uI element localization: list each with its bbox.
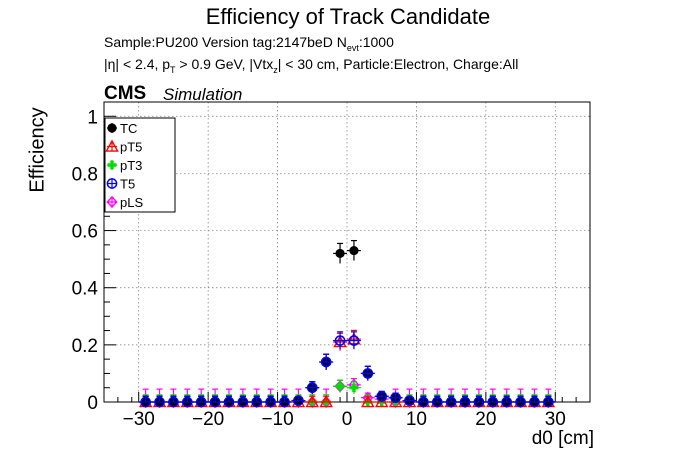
data-point bbox=[168, 396, 179, 408]
data-point bbox=[319, 394, 333, 408]
data-point bbox=[305, 394, 320, 408]
subtitle-nevt-value: :1000 bbox=[358, 34, 394, 50]
data-point bbox=[237, 396, 249, 408]
y-tick-label: 0.6 bbox=[72, 222, 98, 243]
data-point bbox=[348, 335, 360, 346]
data-point bbox=[487, 396, 499, 408]
x-tick-label: −10 bbox=[261, 409, 293, 430]
cms-label: CMS bbox=[104, 83, 147, 104]
data-point bbox=[459, 396, 471, 408]
data-point bbox=[223, 396, 235, 408]
data-point bbox=[404, 395, 415, 406]
data-point bbox=[320, 356, 332, 368]
subtitle-vtx: > 0.9 GeV, |Vtx bbox=[175, 56, 274, 72]
legend-marker bbox=[106, 178, 118, 189]
data-point bbox=[265, 396, 276, 408]
legend-label: pLS bbox=[120, 195, 143, 210]
x-tick-label: −30 bbox=[123, 409, 155, 430]
data-point bbox=[362, 368, 374, 379]
chart-title: Efficiency of Track Candidate bbox=[205, 4, 491, 29]
subtitle-particle: | < 30 cm, Particle:Electron, Charge:All bbox=[277, 56, 519, 72]
data-point bbox=[515, 396, 526, 408]
data-point bbox=[473, 396, 485, 408]
x-tick-label: −20 bbox=[192, 409, 224, 430]
data-point bbox=[445, 396, 457, 408]
series-t5 bbox=[138, 331, 556, 408]
data-point bbox=[181, 396, 193, 408]
data-point bbox=[418, 396, 429, 408]
data-point bbox=[335, 248, 345, 259]
y-tick-label: 0.2 bbox=[72, 336, 98, 357]
subtitle-pt-subscript: T bbox=[170, 64, 176, 75]
y-tick-label: 0.4 bbox=[72, 279, 99, 300]
data-point bbox=[349, 383, 359, 393]
data-point bbox=[251, 396, 263, 408]
data-point bbox=[306, 382, 318, 394]
subtitle-nevt-subscript: evt bbox=[346, 42, 359, 53]
y-tick-label: 0 bbox=[87, 393, 98, 414]
legend-marker bbox=[107, 123, 117, 133]
subtitle-vtx-subscript: z bbox=[273, 64, 278, 75]
data-point bbox=[529, 396, 540, 408]
legend: TC pT5 pT3 T5 pLS bbox=[104, 117, 176, 213]
data-point bbox=[279, 396, 290, 408]
data-point bbox=[431, 396, 443, 408]
data-point bbox=[140, 396, 152, 408]
x-tick-label: 10 bbox=[406, 409, 427, 430]
data-point bbox=[335, 381, 345, 391]
data-point bbox=[374, 394, 389, 408]
subtitle-eta-pt: |η| < 2.4, p bbox=[104, 56, 171, 72]
subtitle-sample: Sample:PU200 Version tag:2147beD N bbox=[104, 34, 347, 50]
legend-label: T5 bbox=[120, 177, 135, 192]
legend-label: pT5 bbox=[120, 140, 142, 155]
x-tick-label: 30 bbox=[545, 409, 566, 430]
data-point bbox=[361, 394, 375, 408]
data-point bbox=[501, 396, 513, 408]
legend-label: pT3 bbox=[120, 158, 142, 173]
legend-marker bbox=[105, 139, 119, 152]
y-tick-label: 0.8 bbox=[72, 164, 98, 185]
data-points bbox=[138, 239, 556, 409]
data-point bbox=[293, 395, 304, 406]
y-tick-label: 1 bbox=[87, 107, 98, 128]
y-axis-label: Efficiency bbox=[26, 107, 49, 193]
x-tick-label: 0 bbox=[342, 409, 353, 430]
legend-label: TC bbox=[120, 121, 137, 136]
subtitle-line-1: Sample:PU200 Version tag:2147beD Nevt:10… bbox=[104, 34, 394, 53]
legend-marker bbox=[106, 195, 118, 209]
data-point bbox=[209, 396, 221, 408]
data-point bbox=[349, 245, 359, 256]
simulation-label: Simulation bbox=[163, 85, 243, 104]
data-point bbox=[542, 396, 554, 408]
data-point bbox=[390, 392, 401, 404]
subtitle-line-2: |η| < 2.4, pT > 0.9 GeV, |Vtxz| < 30 cm,… bbox=[104, 56, 518, 75]
x-axis-label: d0 [cm] bbox=[531, 428, 594, 449]
series-tc bbox=[138, 239, 556, 407]
legend-marker bbox=[107, 160, 117, 170]
data-point bbox=[195, 396, 207, 408]
data-point bbox=[154, 396, 165, 408]
data-point bbox=[334, 335, 346, 346]
x-tick-label: 20 bbox=[475, 409, 496, 430]
data-point bbox=[376, 390, 388, 402]
grid-lines bbox=[104, 102, 590, 402]
